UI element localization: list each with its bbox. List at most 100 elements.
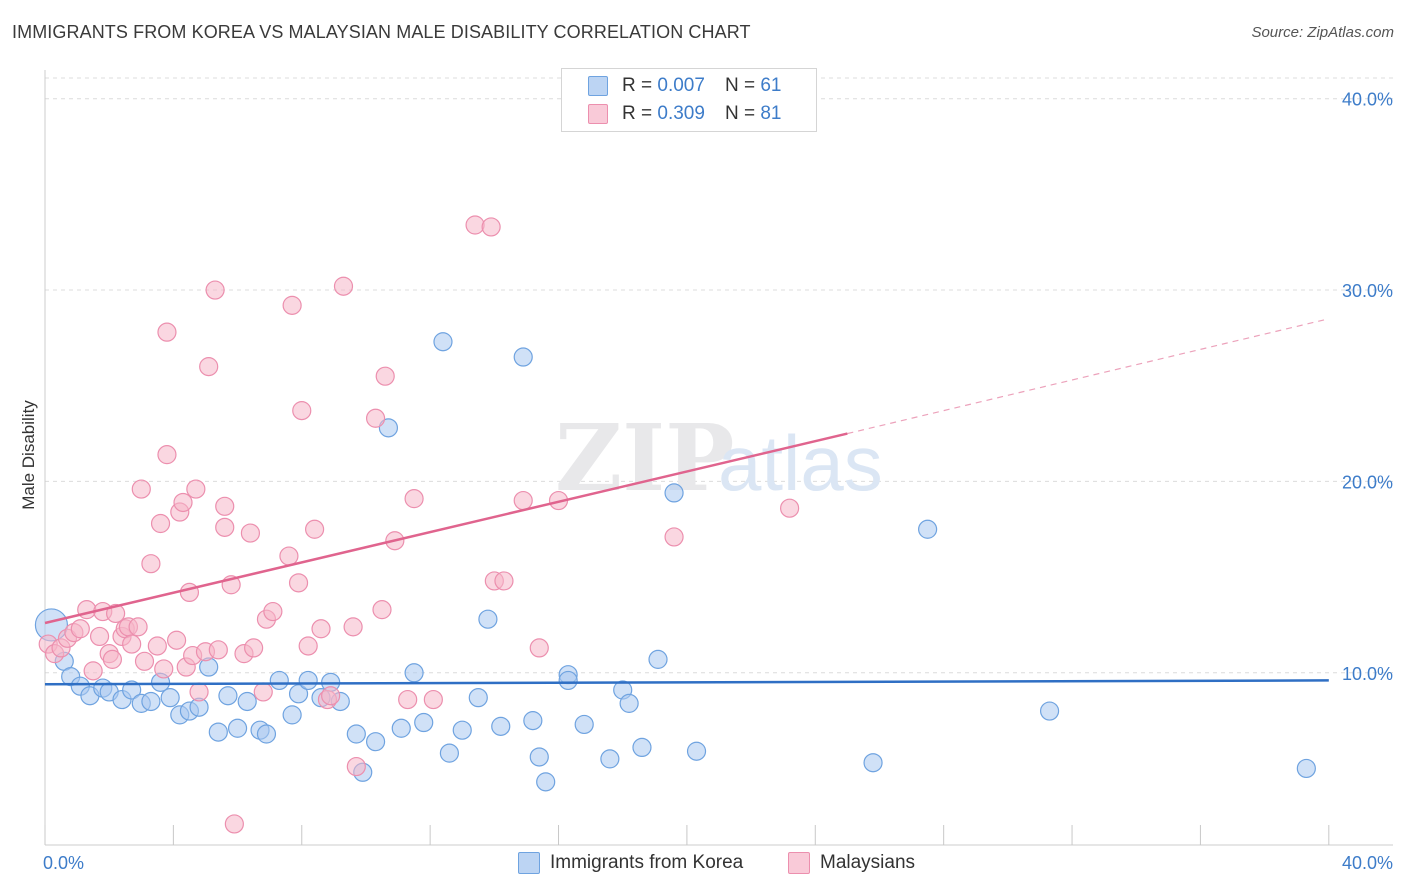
point-korea	[529, 747, 549, 767]
source-label: Source: ZipAtlas.com	[1251, 24, 1394, 41]
legend-r-label: R =	[622, 75, 653, 96]
point-korea	[619, 693, 639, 713]
bottom-legend-swatch-malaysians	[788, 852, 810, 874]
watermark-zip: ZIP	[555, 404, 734, 512]
point-korea	[227, 718, 248, 738]
legend-r-value: 0.309	[657, 103, 705, 124]
point-malaysians	[279, 546, 299, 566]
point-malaysians	[150, 513, 171, 534]
data-points	[34, 215, 1316, 834]
watermark-atlas: atlas	[718, 419, 883, 507]
point-korea	[523, 711, 543, 731]
trend-line-korea	[44, 679, 1329, 686]
point-malaysians	[189, 682, 209, 702]
point-korea	[513, 347, 533, 367]
point-malaysians	[166, 630, 187, 650]
watermark: ZIP atlas	[555, 404, 883, 512]
legend-n-value: 81	[760, 103, 782, 124]
point-malaysians	[494, 571, 514, 591]
point-korea	[491, 716, 511, 736]
point-malaysians	[288, 573, 309, 593]
bottom-legend-swatch-korea	[518, 852, 540, 874]
point-malaysians	[240, 523, 261, 543]
bottom-legend-korea: Immigrants from Korea	[518, 850, 743, 876]
legend-row-korea: R = 0.007 N = 61	[588, 74, 781, 98]
point-malaysians	[253, 682, 273, 702]
point-malaysians	[147, 636, 167, 656]
legend-n-label: N =	[724, 103, 756, 124]
point-korea	[863, 753, 883, 773]
point-korea	[574, 714, 594, 735]
point-malaysians	[134, 651, 155, 671]
point-malaysians	[292, 401, 312, 421]
point-malaysians	[224, 814, 244, 834]
point-korea	[686, 741, 707, 761]
bottom-legend-malaysians: Malaysians	[788, 850, 915, 876]
point-malaysians	[186, 479, 206, 499]
point-malaysians	[465, 215, 485, 235]
point-malaysians	[179, 582, 200, 603]
point-korea	[536, 772, 556, 792]
point-malaysians	[157, 322, 177, 342]
point-malaysians	[311, 619, 331, 639]
point-korea	[632, 737, 652, 758]
axes	[44, 70, 1393, 846]
point-korea	[664, 483, 684, 503]
point-malaysians	[154, 659, 174, 679]
point-korea	[160, 688, 180, 708]
legend-n-label: N =	[724, 75, 756, 96]
point-korea	[648, 649, 668, 669]
legend: R = 0.007 N = 61 R = 0.309 N = 81	[561, 68, 817, 132]
point-malaysians	[343, 617, 363, 637]
point-korea	[298, 670, 318, 691]
point-malaysians	[365, 408, 386, 428]
point-korea	[404, 663, 424, 683]
point-korea	[269, 670, 289, 691]
trend-extension-malaysians	[847, 318, 1329, 435]
point-malaysians	[423, 689, 443, 710]
point-malaysians	[89, 626, 110, 647]
point-malaysians	[208, 640, 228, 660]
point-malaysians	[244, 638, 264, 658]
point-korea	[1296, 758, 1316, 779]
point-malaysians	[141, 554, 161, 574]
point-malaysians	[282, 295, 302, 315]
chart-title: IMMIGRANTS FROM KOREA VS MALAYSIAN MALE …	[12, 22, 751, 42]
point-korea	[918, 519, 938, 539]
point-malaysians	[70, 619, 90, 639]
y-tick-label: 40.0%	[1342, 90, 1393, 110]
point-malaysians	[321, 686, 341, 706]
point-korea	[256, 724, 277, 744]
point-malaysians	[128, 617, 148, 637]
point-korea	[433, 332, 453, 352]
point-korea	[391, 718, 411, 738]
legend-row-malaysians: R = 0.309 N = 81	[588, 102, 781, 126]
point-malaysians	[106, 603, 126, 624]
legend-r-label: R =	[622, 103, 653, 124]
point-malaysians	[333, 276, 354, 296]
point-malaysians	[529, 638, 549, 658]
point-malaysians	[173, 492, 193, 513]
point-malaysians	[372, 600, 392, 620]
point-malaysians	[375, 366, 395, 386]
legend-swatch-malaysians	[588, 104, 608, 124]
point-malaysians	[398, 689, 418, 710]
point-korea	[600, 749, 620, 769]
trend-line-malaysians	[44, 432, 848, 625]
point-korea	[237, 691, 257, 712]
point-korea	[282, 705, 302, 725]
point-korea	[208, 722, 228, 742]
legend-n-value: 61	[760, 75, 782, 96]
point-korea	[1039, 701, 1060, 721]
point-malaysians	[199, 357, 219, 377]
point-malaysians	[298, 636, 318, 656]
point-malaysians	[102, 649, 123, 669]
point-korea	[414, 712, 434, 733]
point-malaysians	[157, 445, 177, 465]
point-malaysians	[481, 217, 501, 237]
bottom-legend-label-korea: Immigrants from Korea	[550, 852, 744, 873]
point-malaysians	[305, 519, 325, 539]
point-korea	[558, 670, 578, 691]
point-malaysians	[263, 601, 283, 622]
